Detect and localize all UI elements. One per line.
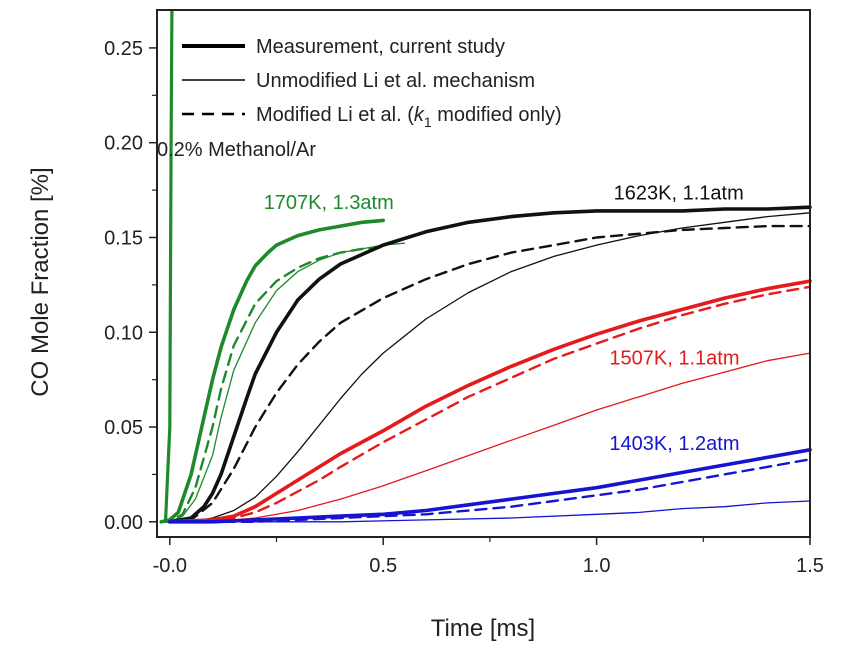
y-tick-label: 0.25 [104, 38, 143, 60]
legend: Measurement, current study Unmodified Li… [182, 36, 562, 130]
legend-label-modified-sub: 1 [424, 114, 432, 130]
series-line-model-dashed-7 [168, 285, 812, 523]
series-line-model-dashed-5 [168, 224, 812, 523]
y-tick-label: 0.15 [104, 227, 143, 249]
legend-label-modified-suffix: modified only) [432, 104, 562, 126]
x-tick-label: 0.5 [369, 555, 397, 577]
x-tick-label: 1.5 [796, 555, 824, 577]
series-line-measurement-9 [168, 447, 812, 524]
legend-label-modified: Modified Li et al. (k1 modified only) [256, 104, 562, 130]
series-line-measurement-0 [159, 218, 386, 524]
annotation-label: 1507K, 1.1atm [609, 347, 739, 369]
series-line-model-dashed-2 [160, 245, 385, 523]
legend-label-modified-prefix: Modified Li et al. ( [256, 104, 414, 126]
annotation-label: 1403K, 1.2atm [609, 433, 739, 455]
x-tick-label: 1.0 [583, 555, 611, 577]
series-spike [163, 9, 174, 522]
y-tick-label: 0.20 [104, 133, 143, 155]
y-axis-title: CO Mole Fraction [%] [27, 167, 54, 396]
x-axis-title: Time [ms] [431, 615, 535, 642]
x-tick-label: -0.0 [153, 555, 187, 577]
series-line-model-thin-11 [169, 500, 811, 523]
annotation-label: 1707K, 1.3atm [264, 192, 394, 214]
y-tick-label: 0.10 [104, 322, 143, 344]
y-tick-label: 0.05 [104, 417, 143, 439]
annotation-label: 0.2% Methanol/Ar [157, 139, 316, 161]
legend-label-measurement: Measurement, current study [256, 36, 505, 58]
series-line-model-thin-8 [169, 352, 811, 523]
series-line-measurement-6 [168, 279, 812, 524]
plot-frame [156, 9, 811, 538]
series-line-measurement-3 [168, 205, 812, 524]
annotation-label: 1623K, 1.1atm [614, 183, 744, 205]
legend-label-unmodified: Unmodified Li et al. mechanism [256, 70, 535, 92]
y-tick-label: 0.00 [104, 512, 143, 534]
legend-label-modified-k: k [414, 104, 425, 126]
